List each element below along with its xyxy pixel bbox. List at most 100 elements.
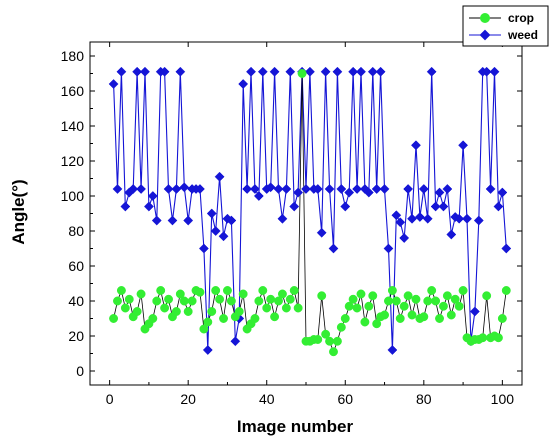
crop-point <box>419 312 429 322</box>
crop-point <box>226 296 236 306</box>
weed-point <box>112 184 123 194</box>
weed-point <box>363 187 374 198</box>
weed-point <box>344 187 355 198</box>
weed-point <box>454 213 465 224</box>
crop-point <box>317 291 327 301</box>
weed-point <box>218 231 229 242</box>
crop-point <box>356 289 366 299</box>
crop-point <box>219 314 228 323</box>
weed-point <box>183 215 194 226</box>
legend: crop weed <box>462 5 549 47</box>
crop-point <box>329 347 338 357</box>
crop-point <box>285 294 295 304</box>
weed-point <box>253 191 264 201</box>
weed-point <box>493 201 504 212</box>
crop-point <box>199 324 209 334</box>
crop-point <box>348 294 358 304</box>
crop-legend-marker <box>480 13 490 23</box>
weed-point <box>391 210 402 221</box>
crop-point <box>380 310 389 320</box>
weed-point <box>336 184 347 194</box>
weed-point <box>312 184 323 194</box>
crop-point <box>336 322 346 332</box>
y-axis-title: Angle(°) <box>9 179 28 244</box>
crop-legend-label: crop <box>508 11 534 25</box>
weed-point <box>356 66 366 77</box>
crop-point <box>446 310 456 320</box>
crop-point <box>332 336 342 346</box>
crop-point <box>493 333 503 343</box>
weed-point <box>246 66 256 77</box>
weed-legend-marker <box>479 29 491 41</box>
weed-point <box>332 66 343 77</box>
weed-point <box>434 187 445 198</box>
weed-point <box>442 184 453 194</box>
x-tick-label: 0 <box>106 391 114 407</box>
weed-point <box>324 184 335 194</box>
weed-point <box>202 345 213 355</box>
crop-point <box>450 294 460 304</box>
crop-point <box>152 296 162 306</box>
weed-point <box>473 215 484 226</box>
crop-point <box>454 301 464 311</box>
crop-point <box>266 294 276 304</box>
y-tick-label: 180 <box>61 48 85 64</box>
weed-point <box>265 182 276 193</box>
weed-legend-label: weed <box>507 28 538 42</box>
crop-point <box>497 314 507 323</box>
y-tick-label: 0 <box>76 363 84 379</box>
weed-point <box>128 184 139 194</box>
crop-point <box>368 291 378 301</box>
crop-point <box>120 303 130 313</box>
crop-point <box>442 291 452 301</box>
y-tick-label: 120 <box>61 153 85 169</box>
crop-point <box>211 286 221 295</box>
crop-point <box>132 307 142 316</box>
weed-point <box>304 66 315 77</box>
weed-point <box>214 171 225 182</box>
weed-point <box>426 66 437 77</box>
crop-point <box>109 314 119 323</box>
x-tick-label: 20 <box>180 391 196 407</box>
weed-point <box>481 66 492 77</box>
weed-point <box>293 187 304 198</box>
x-tick-label: 60 <box>337 391 353 407</box>
axes: 0 20 40 60 80 100 0 20 40 60 80 100 120 140 160 180 <box>61 41 523 407</box>
weed-point <box>289 201 300 212</box>
crop-point <box>325 336 335 346</box>
plot-area <box>108 66 512 357</box>
crop-point <box>274 296 283 306</box>
crop-point <box>250 314 260 323</box>
crop-point <box>215 294 225 304</box>
weed-point <box>411 140 421 151</box>
weed-point <box>430 201 441 212</box>
weed-point <box>171 184 182 194</box>
weed-point <box>195 184 205 194</box>
crop-point <box>223 286 232 295</box>
weed-point <box>462 213 472 224</box>
crop-point <box>113 296 122 306</box>
crop-point <box>423 296 433 306</box>
y-tick-label: 80 <box>68 223 84 239</box>
weed-point <box>198 243 209 254</box>
weed-point <box>269 66 280 77</box>
weed-point <box>328 243 339 254</box>
x-axis-title: Image number <box>237 417 354 436</box>
crop-point <box>395 314 405 323</box>
crop-point <box>187 296 197 306</box>
crop-point <box>372 319 382 329</box>
crop-point <box>116 286 126 295</box>
crop-point <box>321 329 331 339</box>
weed-point <box>226 215 237 226</box>
weed-point <box>418 184 429 194</box>
weed-point <box>422 213 433 224</box>
weed-point <box>132 66 143 77</box>
crop-point <box>482 291 492 301</box>
crop-point <box>148 314 158 323</box>
weed-point <box>163 184 174 194</box>
weed-point <box>359 184 370 194</box>
crop-point <box>399 301 409 311</box>
weed-point <box>375 66 386 77</box>
y-tick-label: 140 <box>61 118 85 134</box>
